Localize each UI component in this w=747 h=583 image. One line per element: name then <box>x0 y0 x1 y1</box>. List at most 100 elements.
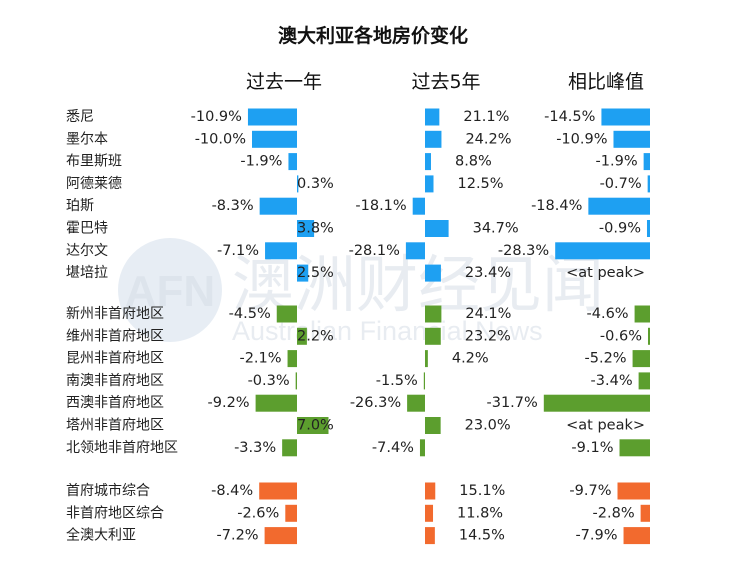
value-label-5y: -1.5% <box>376 373 418 389</box>
row-label: 维州非首府地区 <box>66 328 164 344</box>
value-label-1y: -4.5% <box>229 306 271 322</box>
value-label-peak: -18.4% <box>531 198 582 214</box>
value-label-5y: 23.2% <box>465 328 511 344</box>
value-label-1y: -2.1% <box>239 351 281 367</box>
row-label: 新州非首府地区 <box>66 306 164 322</box>
bar-5y <box>425 305 442 323</box>
value-label-5y: 24.2% <box>465 131 511 147</box>
bar-peak <box>640 504 650 522</box>
bar-peak <box>555 242 650 260</box>
value-label-peak: -2.8% <box>593 505 635 521</box>
value-label-1y: -7.2% <box>217 528 259 544</box>
value-label-5y: 14.5% <box>459 528 505 544</box>
chart-title: 澳大利亚各地房价变化 <box>278 24 468 47</box>
bar-1y <box>247 108 297 126</box>
bar-5y <box>425 175 434 193</box>
value-label-1y: -3.3% <box>234 440 276 456</box>
row-label: 西澳非首府地区 <box>66 395 164 411</box>
bar-5y <box>425 153 431 171</box>
row-label: 昆州非首府地区 <box>66 351 164 367</box>
bar-5y <box>419 439 425 457</box>
value-label-peak: -28.3% <box>498 243 549 259</box>
watermark-logo-icon <box>118 238 222 342</box>
bar-peak <box>623 527 650 545</box>
row-label: 堪培拉 <box>66 265 108 281</box>
bar-1y <box>297 327 307 345</box>
bar-5y <box>425 130 442 148</box>
bar-1y <box>264 527 297 545</box>
value-label-peak: -14.5% <box>544 109 595 125</box>
value-label-peak: -10.9% <box>556 131 607 147</box>
bar-peak <box>601 108 650 126</box>
row-label: 北领地非首府地区 <box>66 440 178 456</box>
value-label-5y: 24.1% <box>465 306 511 322</box>
value-label-1y: -10.9% <box>191 109 242 125</box>
value-label-peak: -9.7% <box>569 483 611 499</box>
bar-1y <box>259 482 297 500</box>
value-label-1y: 7.0% <box>297 418 334 434</box>
bar-peak <box>543 394 650 412</box>
bar-peak <box>634 305 650 323</box>
bar-peak <box>588 197 650 215</box>
row-label: 墨尔本 <box>66 131 108 147</box>
bar-1y <box>287 350 297 368</box>
value-label-peak: -7.9% <box>575 528 617 544</box>
value-label-1y: -2.6% <box>237 505 279 521</box>
bar-5y <box>425 350 428 368</box>
bar-1y <box>285 504 297 522</box>
bar-1y <box>297 220 315 237</box>
value-label-1y: -8.3% <box>212 198 254 214</box>
bar-5y <box>425 264 441 282</box>
value-label-5y: -28.1% <box>349 243 400 259</box>
row-label: 首府城市综合 <box>66 482 150 499</box>
value-label-5y: 4.2% <box>452 351 489 367</box>
bar-peak <box>619 439 650 457</box>
panel-header-peak: 相比峰值 <box>568 71 644 93</box>
value-label-peak: <at peak> <box>566 265 645 281</box>
value-label-5y: 34.7% <box>473 221 519 237</box>
bar-1y <box>282 439 297 457</box>
bar-5y <box>425 220 449 237</box>
bar-5y <box>425 482 436 500</box>
bar-5y <box>407 394 425 412</box>
row-label: 非首府地区综合 <box>66 505 164 521</box>
value-label-peak: -5.2% <box>585 351 627 367</box>
bar-1y <box>255 394 297 412</box>
value-label-1y: -8.4% <box>211 483 253 499</box>
bar-1y <box>259 197 297 215</box>
value-label-1y: 3.8% <box>297 221 334 237</box>
bar-5y <box>423 372 425 390</box>
bar-peak <box>643 153 650 171</box>
bar-1y <box>295 372 297 390</box>
bar-peak <box>617 482 650 500</box>
row-label: 达尔文 <box>66 243 108 259</box>
bar-5y <box>412 197 425 215</box>
bar-peak <box>638 372 650 390</box>
row-label: 布里斯班 <box>66 154 122 170</box>
value-label-5y: 23.4% <box>465 265 511 281</box>
value-label-peak: -9.1% <box>571 440 613 456</box>
panel-header-5y: 过去5年 <box>411 71 480 93</box>
watermark-logo: AFN <box>125 267 215 316</box>
value-label-peak: <at peak> <box>566 418 645 434</box>
bar-peak <box>632 350 650 368</box>
bar-1y <box>265 242 297 260</box>
bar-5y <box>425 108 440 126</box>
value-label-5y: 15.1% <box>459 483 505 499</box>
value-label-5y: 21.1% <box>463 109 509 125</box>
value-label-1y: 0.3% <box>297 176 334 192</box>
bar-1y <box>276 305 297 323</box>
bar-peak <box>647 327 650 345</box>
bar-1y <box>288 153 297 171</box>
value-label-peak: -0.9% <box>599 221 641 237</box>
bar-5y <box>425 417 441 434</box>
row-label: 珀斯 <box>66 198 94 214</box>
value-label-5y: 23.0% <box>465 418 511 434</box>
bar-5y <box>425 504 434 522</box>
bar-peak <box>647 175 650 193</box>
value-label-5y: -26.3% <box>350 395 401 411</box>
bar-1y <box>297 417 329 434</box>
row-label: 阿德莱德 <box>66 176 122 192</box>
value-label-peak: -0.7% <box>600 176 642 192</box>
bar-5y <box>425 327 441 345</box>
